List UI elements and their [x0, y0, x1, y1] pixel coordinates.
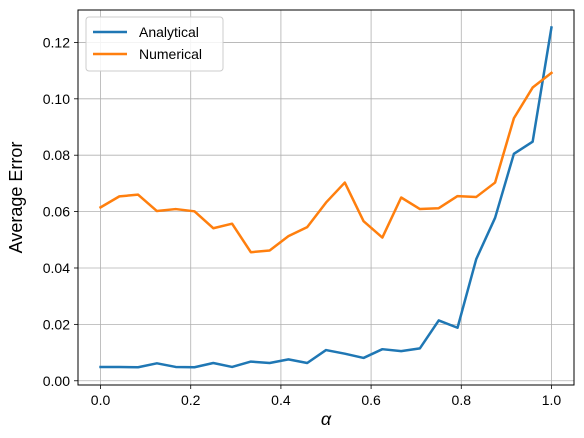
y-tick-label: 0.02 [43, 316, 70, 332]
x-axis-label: α [321, 409, 332, 429]
series-lines [98, 26, 554, 369]
series-line-numerical [98, 71, 554, 254]
plot-frame [77, 9, 575, 386]
y-axis-label: Average Error [6, 142, 26, 254]
legend-label-numerical: Numerical [139, 46, 202, 62]
y-tick-label: 0.06 [43, 204, 70, 220]
x-tick-label: 0.0 [91, 392, 111, 408]
x-tick-label: 0.8 [452, 392, 472, 408]
legend: Analytical Numerical [85, 16, 224, 72]
y-tick-label: 0.08 [43, 147, 70, 163]
axis-ticks: 0.0 0.2 0.4 0.6 0.8 1.0 0.00 0.02 0.04 0.06 0.08 0.… [43, 34, 562, 408]
y-tick-label: 0.00 [43, 373, 70, 389]
x-tick-label: 0.2 [181, 392, 201, 408]
x-tick-label: 0.4 [271, 392, 291, 408]
y-tick-label: 0.10 [43, 91, 70, 107]
series-line-analytical [99, 26, 553, 369]
x-tick-label: 1.0 [542, 392, 562, 408]
y-tick-label: 0.04 [43, 260, 70, 276]
grid [78, 10, 574, 385]
legend-label-analytical: Analytical [139, 24, 199, 40]
y-tick-label: 0.12 [43, 34, 70, 50]
legend-box [85, 16, 224, 72]
x-tick-label: 0.6 [361, 392, 381, 408]
